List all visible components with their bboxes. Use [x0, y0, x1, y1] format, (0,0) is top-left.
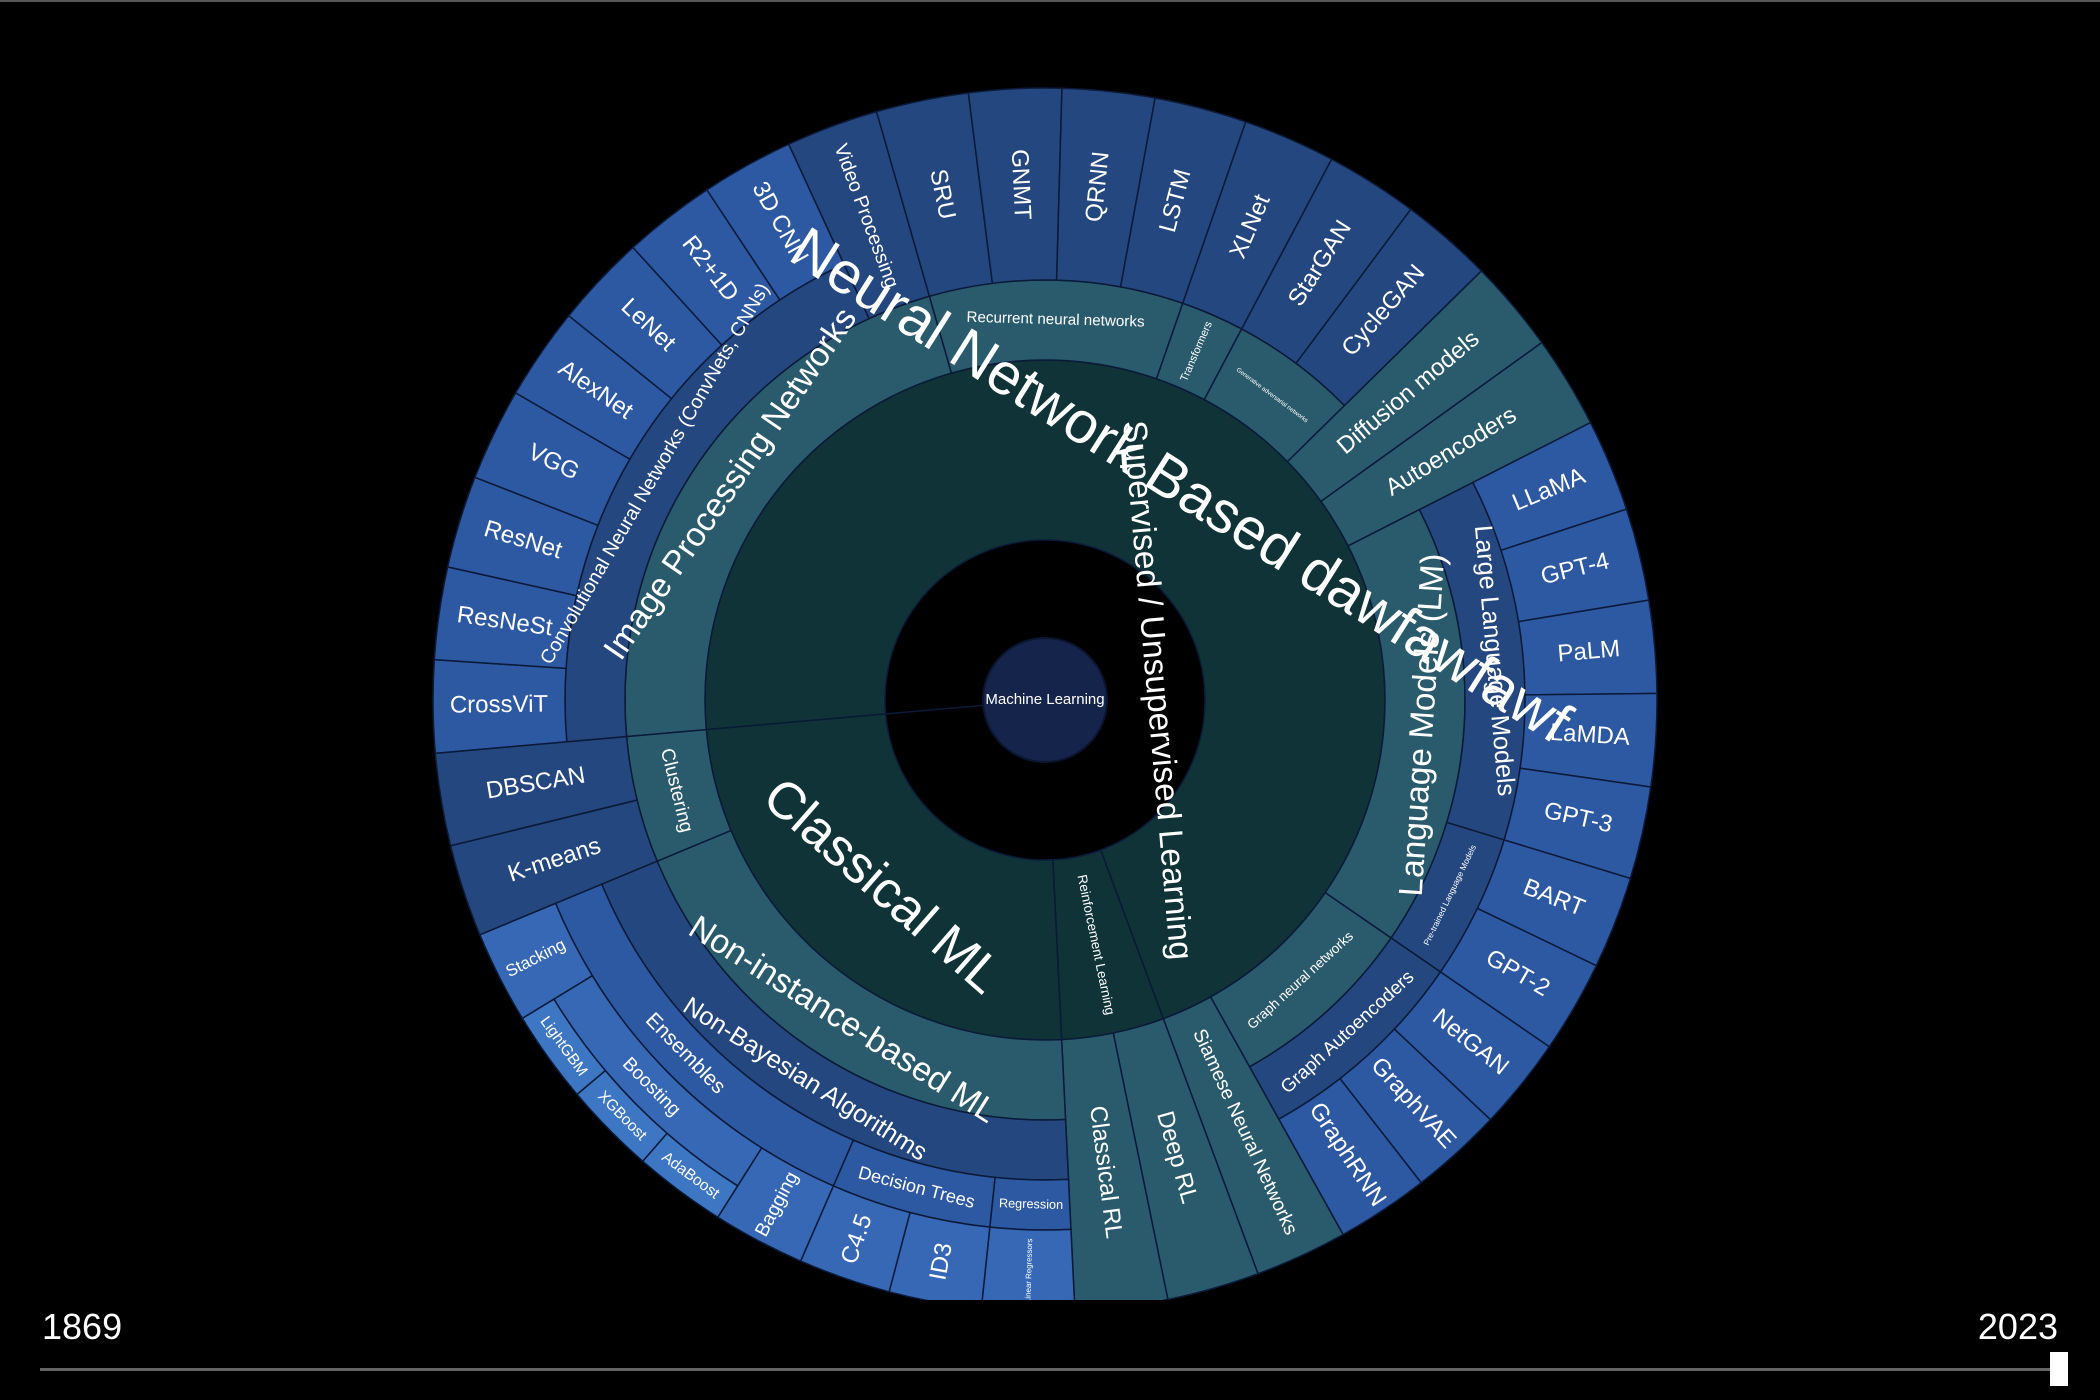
leaf-label: PaLM [1556, 635, 1621, 667]
segments [432, 87, 1658, 1300]
root-node [982, 637, 1108, 763]
leaf-segment [434, 735, 638, 847]
leaf-label: GNMT [1006, 149, 1036, 221]
sunburst: Machine Learning Supervised / Unsupervise… [432, 87, 1658, 1300]
leaf-label: CrossViT [450, 691, 549, 719]
category-segment [885, 704, 984, 715]
category-label: Recurrent neural networks [966, 309, 1145, 331]
timeline-start: 1869 [42, 1306, 123, 1347]
timeline-handle[interactable] [2050, 1352, 2068, 1386]
leaf-label: ID3 [924, 1241, 957, 1283]
category-label: Regression [999, 1196, 1064, 1212]
leaf-label: Linear Regressors [1023, 1238, 1034, 1300]
timeline-end: 2023 [1977, 1306, 2058, 1347]
top-border [0, 0, 2100, 2]
root-label: Machine Learning [985, 691, 1104, 708]
timeline-track[interactable] [40, 1368, 2060, 1371]
leaf-label: LaMDA [1549, 719, 1631, 751]
